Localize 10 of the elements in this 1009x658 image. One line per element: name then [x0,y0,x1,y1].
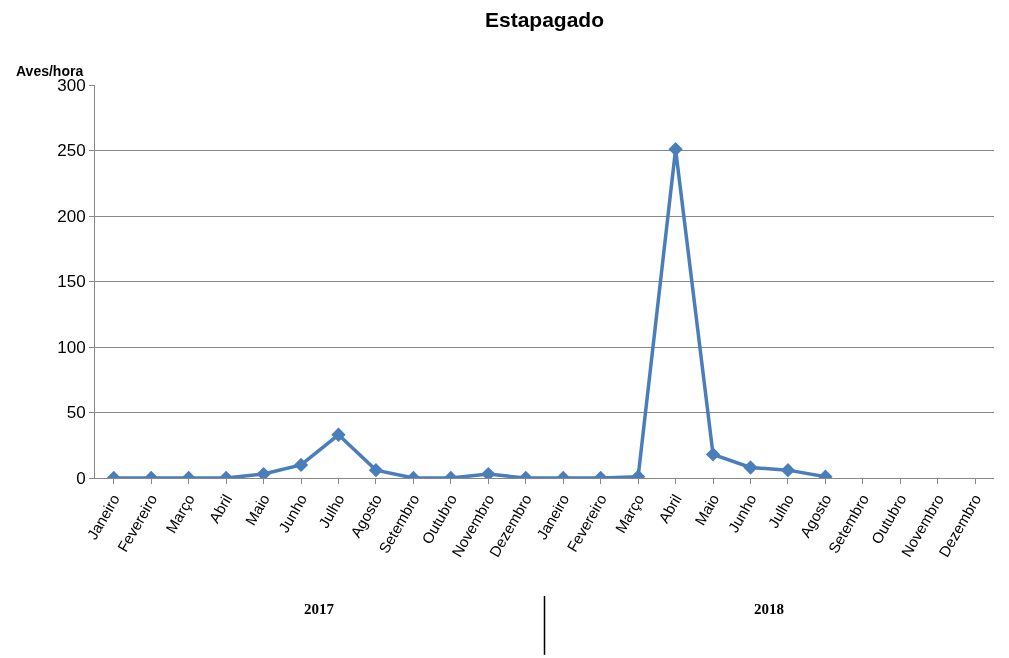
text: 2017 [304,601,335,617]
y-tick-label: 50 [66,403,86,423]
y-tick-label: 150 [57,272,86,292]
y-tick-label: 200 [57,206,86,226]
text: 2018 [754,601,784,617]
chart-title: Estapagado [485,8,605,31]
y-tick-label: 250 [57,141,86,161]
y-tick-label: 0 [76,468,86,488]
point [668,142,683,157]
y-tick-label: 100 [57,337,86,357]
